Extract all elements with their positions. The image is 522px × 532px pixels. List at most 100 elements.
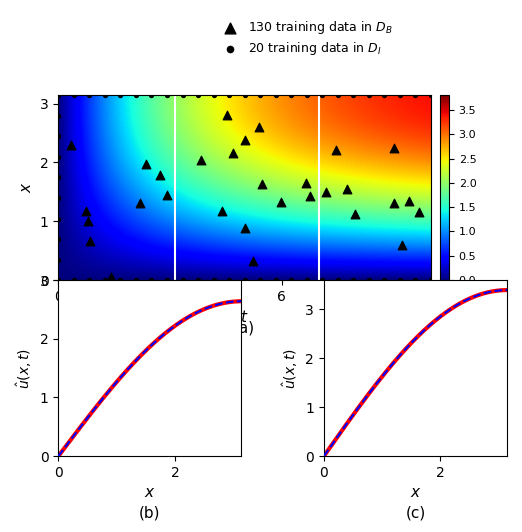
- Point: [163, 91, 171, 99]
- Point: [225, 276, 233, 285]
- X-axis label: $x$: $x$: [410, 485, 421, 501]
- Point: [241, 136, 249, 144]
- Point: [411, 276, 419, 285]
- Point: [179, 91, 187, 99]
- Point: [54, 255, 63, 264]
- Point: [241, 91, 249, 99]
- Point: [194, 276, 202, 285]
- Point: [194, 91, 202, 99]
- Point: [147, 91, 156, 99]
- Y-axis label: $\hat{u}(x,t)$: $\hat{u}(x,t)$: [15, 347, 34, 389]
- Point: [241, 276, 249, 285]
- Point: [54, 91, 63, 99]
- Point: [332, 146, 340, 154]
- Point: [70, 91, 78, 99]
- Point: [84, 217, 92, 225]
- Point: [258, 179, 266, 188]
- Point: [405, 197, 413, 205]
- Point: [54, 276, 63, 285]
- Point: [334, 91, 342, 99]
- Point: [54, 91, 63, 99]
- Point: [218, 206, 226, 215]
- Point: [132, 91, 140, 99]
- X-axis label: $t$: $t$: [240, 310, 249, 326]
- Point: [256, 276, 264, 285]
- Point: [147, 276, 156, 285]
- Point: [54, 112, 63, 120]
- Point: [318, 276, 326, 285]
- Point: [67, 140, 75, 149]
- Point: [54, 173, 63, 182]
- Text: (a): (a): [234, 321, 255, 336]
- Point: [398, 240, 406, 249]
- X-axis label: $x$: $x$: [144, 485, 156, 501]
- Point: [132, 276, 140, 285]
- Point: [54, 194, 63, 202]
- Point: [163, 191, 171, 200]
- Point: [85, 91, 93, 99]
- Point: [54, 276, 63, 285]
- Point: [334, 276, 342, 285]
- Point: [70, 276, 78, 285]
- Point: [380, 91, 388, 99]
- Point: [136, 199, 144, 207]
- Point: [225, 91, 233, 99]
- Point: [116, 91, 125, 99]
- Point: [342, 185, 351, 194]
- Point: [302, 179, 311, 188]
- Point: [82, 206, 90, 215]
- Text: (c): (c): [405, 505, 425, 520]
- Point: [349, 91, 358, 99]
- Point: [364, 91, 373, 99]
- Point: [116, 276, 125, 285]
- Point: [106, 273, 115, 281]
- Point: [364, 276, 373, 285]
- Point: [306, 192, 314, 201]
- Point: [163, 276, 171, 285]
- Point: [156, 170, 164, 179]
- Point: [302, 91, 311, 99]
- Point: [322, 187, 330, 196]
- Point: [249, 256, 257, 265]
- Point: [302, 276, 311, 285]
- Point: [142, 160, 150, 168]
- Y-axis label: $\hat{u}(x,t)$: $\hat{u}(x,t)$: [280, 347, 300, 389]
- Point: [254, 123, 263, 131]
- Point: [54, 132, 63, 140]
- Point: [240, 223, 248, 232]
- Point: [390, 198, 398, 207]
- Point: [223, 111, 231, 119]
- Point: [396, 91, 404, 99]
- Text: (b): (b): [139, 505, 161, 520]
- Point: [101, 276, 109, 285]
- Point: [426, 91, 435, 99]
- Point: [54, 153, 63, 161]
- Point: [86, 236, 94, 245]
- Point: [287, 91, 295, 99]
- Point: [390, 144, 398, 153]
- Point: [85, 276, 93, 285]
- Legend: 130 training data in $D_B$, 20 training data in $D_I$: 130 training data in $D_B$, 20 training …: [212, 14, 398, 62]
- Y-axis label: $x$: $x$: [19, 182, 34, 194]
- Point: [411, 91, 419, 99]
- Point: [277, 197, 286, 206]
- Point: [179, 276, 187, 285]
- Point: [318, 91, 326, 99]
- Point: [271, 91, 280, 99]
- Point: [271, 276, 280, 285]
- Point: [209, 276, 218, 285]
- Point: [287, 276, 295, 285]
- Point: [380, 276, 388, 285]
- Point: [396, 276, 404, 285]
- Point: [197, 155, 205, 164]
- Point: [229, 148, 237, 157]
- Point: [54, 235, 63, 243]
- Point: [256, 91, 264, 99]
- Point: [351, 210, 360, 218]
- Point: [349, 276, 358, 285]
- Point: [101, 91, 109, 99]
- Point: [415, 207, 423, 216]
- Point: [426, 276, 435, 285]
- Point: [54, 214, 63, 223]
- Point: [209, 91, 218, 99]
